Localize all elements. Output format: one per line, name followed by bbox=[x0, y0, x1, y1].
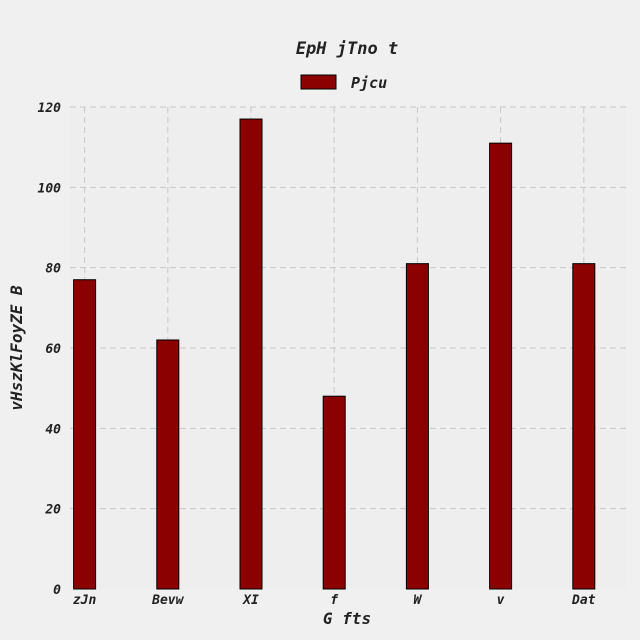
y-axis-label: vHszKlFoyZE B bbox=[7, 285, 26, 411]
x-tick-label: zJn bbox=[73, 593, 97, 608]
x-axis-label: G fts bbox=[323, 609, 371, 628]
y-tick-label: 60 bbox=[45, 342, 61, 357]
x-tick-label: W bbox=[413, 593, 422, 608]
x-tick-label: f bbox=[330, 593, 339, 608]
bar bbox=[73, 279, 97, 590]
y-tick-label: 20 bbox=[44, 503, 61, 518]
legend-label: Pjcu bbox=[351, 74, 387, 92]
y-tick-label: 40 bbox=[45, 422, 61, 437]
legend: Pjcu bbox=[300, 74, 387, 92]
bar bbox=[322, 395, 346, 590]
y-tick-label: 100 bbox=[38, 181, 62, 196]
bars-layer bbox=[73, 118, 596, 590]
x-tick-label: XI bbox=[242, 593, 259, 608]
bar bbox=[405, 263, 429, 590]
bar bbox=[572, 263, 596, 590]
bar bbox=[489, 142, 513, 590]
x-tick-label: Dat bbox=[571, 593, 596, 608]
x-tick-label: Bevw bbox=[151, 593, 184, 608]
bar bbox=[156, 339, 180, 590]
y-ticks: 0 20 40 60 80 100 120 bbox=[38, 101, 62, 598]
bar bbox=[239, 118, 263, 590]
chart-title: EpH jTno t bbox=[296, 39, 398, 59]
y-tick-label: 120 bbox=[38, 101, 62, 116]
y-tick-label: 80 bbox=[45, 262, 61, 277]
x-tick-label: v bbox=[497, 593, 505, 608]
legend-swatch bbox=[300, 74, 337, 90]
y-tick-label: 0 bbox=[53, 583, 61, 598]
